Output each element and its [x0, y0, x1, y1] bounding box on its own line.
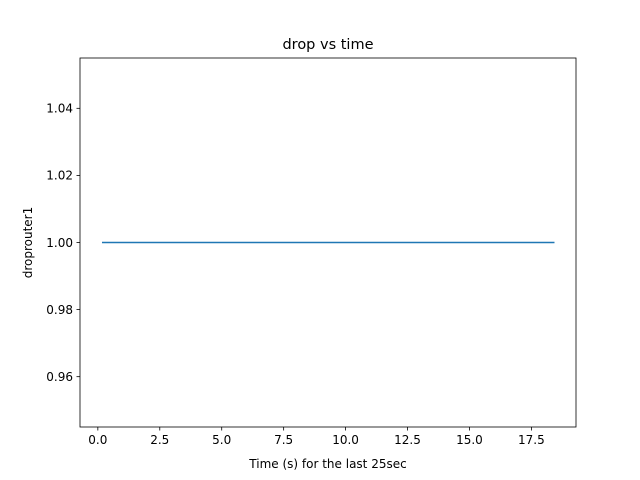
y-tick-label: 1.04 — [46, 102, 73, 116]
y-tick-label: 0.96 — [46, 370, 73, 384]
x-tick-label: 12.5 — [394, 433, 421, 447]
x-axis-label: Time (s) for the last 25sec — [248, 457, 406, 471]
x-tick-label: 17.5 — [518, 433, 545, 447]
y-tick-label: 0.98 — [46, 303, 73, 317]
x-tick-label: 15.0 — [456, 433, 483, 447]
y-axis-label: droprouter1 — [21, 207, 35, 279]
x-tick-label: 7.5 — [274, 433, 293, 447]
x-tick-label: 10.0 — [332, 433, 359, 447]
x-tick-label: 5.0 — [212, 433, 231, 447]
y-tick-label: 1.02 — [46, 169, 73, 183]
x-axis-ticks: 0.0 2.5 5.0 7.5 10.0 12.5 15.0 17.5 — [88, 427, 545, 447]
y-tick-label: 1.00 — [46, 236, 73, 250]
x-tick-label: 0.0 — [88, 433, 107, 447]
y-axis-ticks: 0.96 0.98 1.00 1.02 1.04 — [46, 102, 80, 384]
chart-title: drop vs time — [282, 37, 373, 53]
x-tick-label: 2.5 — [150, 433, 169, 447]
